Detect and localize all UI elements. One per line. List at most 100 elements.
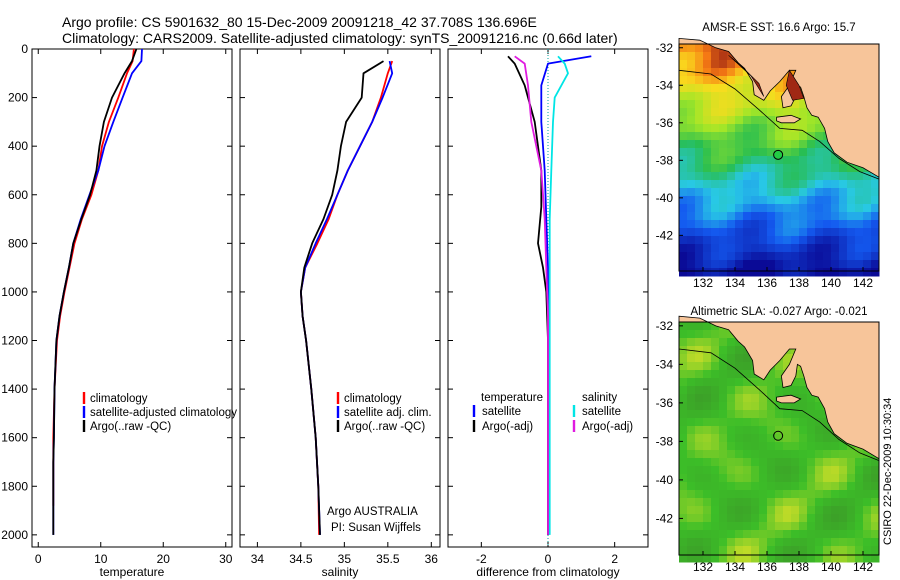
sst_map-grid-cell (791, 204, 800, 213)
sst_map-grid-cell (735, 212, 744, 221)
sst_map-grid-cell (735, 116, 744, 125)
sla_map-grid-cell (807, 546, 816, 555)
sst_map-grid-cell (863, 236, 872, 245)
sla_map-grid-cell (679, 490, 688, 499)
sst_map-grid-cell (847, 228, 856, 237)
sst_map-grid-cell (775, 100, 784, 109)
sla_map-grid-cell (735, 466, 744, 475)
sst_map-grid-cell (703, 68, 712, 77)
sst_map-grid-cell (679, 164, 688, 173)
sla_map-grid-cell (831, 482, 840, 491)
sla_map-grid-cell (815, 482, 824, 491)
sst_map-grid-cell (791, 164, 800, 173)
sla_map-grid-cell (791, 386, 800, 395)
sla_map-grid-cell (711, 466, 720, 475)
sla_map-grid-cell (695, 538, 704, 547)
sla_map-grid-cell (679, 394, 688, 403)
sst_map-grid-cell (679, 244, 688, 253)
sst_map-grid-cell (855, 220, 864, 229)
sst_map-grid-cell (823, 156, 832, 165)
sla_map-grid-cell (687, 546, 696, 555)
sla_map-grid-cell (799, 442, 808, 451)
sst_map-grid-cell (831, 172, 840, 181)
sst_map-grid-cell (703, 108, 712, 117)
sla_map-grid-cell (871, 546, 880, 555)
sla_map-grid-cell (775, 498, 784, 507)
sla_map-grid-cell (711, 538, 720, 547)
sst_map-grid-cell (735, 124, 744, 133)
sst_map-grid-cell (695, 84, 704, 93)
sla_map-grid-cell (727, 346, 736, 355)
sla_map-grid-cell (687, 362, 696, 371)
sst_map-grid-cell (871, 196, 880, 205)
sst_map-grid-cell (799, 204, 808, 213)
sst_map-grid-cell (711, 84, 720, 93)
sst_map-grid-cell (847, 212, 856, 221)
sst_map-grid-cell (823, 260, 832, 269)
sst_map-grid-cell (711, 212, 720, 221)
sla_map-grid-cell (695, 338, 704, 347)
sla_map-grid-cell (807, 394, 816, 403)
sst_map-grid-cell (703, 44, 712, 53)
sla_map-grid-cell (791, 434, 800, 443)
sst_map-grid-cell (687, 268, 696, 277)
sla_map-grid-cell (743, 402, 752, 411)
sst_map-grid-cell (751, 212, 760, 221)
sla_map-grid-cell (743, 386, 752, 395)
sla_map-grid-cell (703, 402, 712, 411)
sst_map-grid-cell (815, 268, 824, 277)
sla_map-grid-cell (719, 402, 728, 411)
sst_map-grid-cell (759, 180, 768, 189)
sla_map-grid-cell (687, 426, 696, 435)
sst_map-grid-cell (799, 140, 808, 149)
temperature-ytick-label: 1400 (1, 382, 28, 396)
sst_map-grid-cell (783, 108, 792, 117)
sst_map-title: AMSR-E SST: 16.6 Argo: 15.7 (702, 22, 855, 34)
sla_map-grid-cell (719, 370, 728, 379)
sla_map-grid-cell (711, 354, 720, 363)
sla_map-grid-cell (743, 482, 752, 491)
sla_map-grid-cell (695, 354, 704, 363)
sla_map-grid-cell (815, 458, 824, 467)
sst_map-grid-cell (791, 140, 800, 149)
sst_map-grid-cell (727, 188, 736, 197)
sla_map-grid-cell (759, 474, 768, 483)
sla_map-grid-cell (743, 394, 752, 403)
sla_map-grid-cell (695, 490, 704, 499)
sst_map-grid-cell (855, 196, 864, 205)
sla_map-grid-cell (703, 490, 712, 499)
sst_map-grid-cell (775, 252, 784, 261)
sla_map-grid-cell (719, 498, 728, 507)
sla_map-grid-cell (695, 330, 704, 339)
sst_map-grid-cell (799, 116, 808, 125)
sst_map-grid-cell (775, 196, 784, 205)
temperature-ytick-label: 400 (8, 139, 28, 153)
sla_map-grid-cell (839, 490, 848, 499)
sst_map-grid-cell (839, 252, 848, 261)
sst_map-grid-cell (831, 196, 840, 205)
sla_map-grid-cell (767, 466, 776, 475)
sst_map-grid-cell (711, 60, 720, 69)
sla_map-grid-cell (767, 522, 776, 531)
sst_map-grid-cell (751, 116, 760, 125)
sla_map-grid-cell (863, 474, 872, 483)
sla_map-grid-cell (711, 402, 720, 411)
sst_map-grid-cell (775, 188, 784, 197)
sst_map-grid-cell (791, 100, 800, 109)
sst_map-xtick-label: 134 (725, 276, 745, 290)
sst_map-grid-cell (847, 252, 856, 261)
sla_map-grid-cell (703, 538, 712, 547)
sla_map-grid-cell (743, 442, 752, 451)
sla_map-grid-cell (775, 418, 784, 427)
sla_map-grid-cell (759, 546, 768, 555)
sst_map-grid-cell (719, 188, 728, 197)
sla_map-grid-cell (799, 426, 808, 435)
sla_map-grid-cell (727, 490, 736, 499)
sla_map-grid-cell (799, 418, 808, 427)
sst_map-grid-cell (695, 196, 704, 205)
sst_map-grid-cell (815, 260, 824, 269)
sst_map-grid-cell (839, 180, 848, 189)
sla_map-grid-cell (847, 466, 856, 475)
difference-xtick-label: -2 (476, 552, 487, 566)
sla_map-grid-cell (871, 554, 880, 563)
